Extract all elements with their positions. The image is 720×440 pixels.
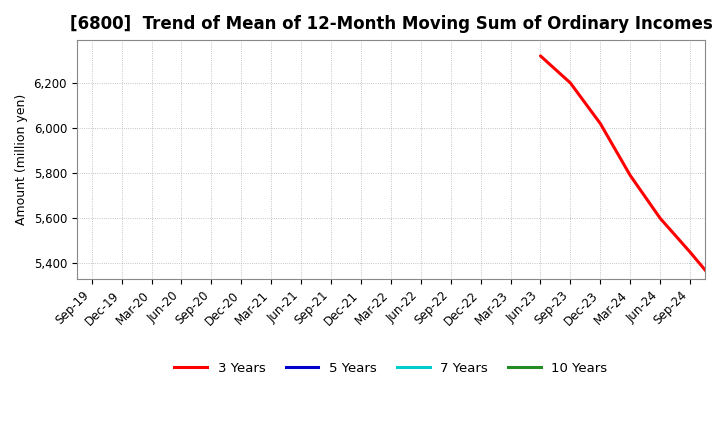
Legend: 3 Years, 5 Years, 7 Years, 10 Years: 3 Years, 5 Years, 7 Years, 10 Years <box>169 356 613 380</box>
Title: [6800]  Trend of Mean of 12-Month Moving Sum of Ordinary Incomes: [6800] Trend of Mean of 12-Month Moving … <box>70 15 712 33</box>
Y-axis label: Amount (million yen): Amount (million yen) <box>15 94 28 225</box>
